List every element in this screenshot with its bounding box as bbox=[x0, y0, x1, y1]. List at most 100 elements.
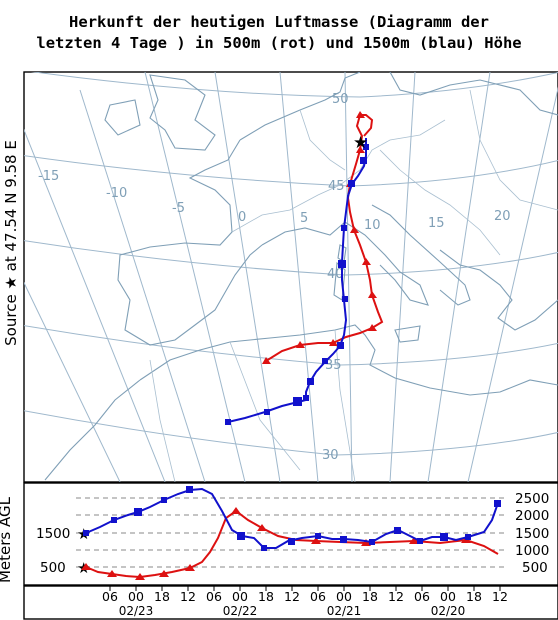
longitude-line-25 bbox=[467, 86, 558, 482]
height-500m-marker bbox=[159, 570, 169, 577]
height-1500m-marker bbox=[288, 538, 295, 545]
trajectory-1500m-marker bbox=[342, 296, 348, 302]
height-tick-1500: 1500 bbox=[515, 526, 549, 542]
time-tick-label: 12 bbox=[388, 589, 404, 604]
trajectory-500m-marker bbox=[356, 146, 365, 153]
lat-label-45: 45 bbox=[328, 179, 345, 194]
time-tick-label: 00 bbox=[440, 589, 456, 604]
latitude-line-45 bbox=[24, 155, 558, 187]
latitude-gridlines bbox=[24, 72, 558, 456]
source-height-500: 500 bbox=[40, 560, 66, 576]
trajectory-1500m-marker bbox=[307, 378, 314, 385]
lat-label-40: 40 bbox=[327, 267, 344, 282]
lon-label-15: 15 bbox=[428, 216, 445, 231]
date-label: 02/21 bbox=[327, 604, 362, 618]
trajectory-500m bbox=[262, 111, 384, 364]
trajectory-1500m-marker bbox=[322, 358, 328, 364]
height-1500m-marker bbox=[134, 508, 142, 516]
height-1500m-marker bbox=[237, 532, 245, 540]
lon-label-0: 0 bbox=[238, 210, 246, 225]
height-1500m-marker bbox=[261, 545, 267, 551]
latitude-line-30 bbox=[24, 410, 558, 456]
coast-north-africa bbox=[139, 324, 558, 396]
trajectory-500m-line bbox=[265, 114, 384, 362]
height-left-marks: 1500 500 ★ ★ bbox=[36, 525, 90, 577]
time-tick-label: 00 bbox=[336, 589, 352, 604]
height-panel: 2500 2000 1500 1000 500 1500 500 ★ ★ bbox=[23, 482, 558, 586]
trajectory-1500m-marker bbox=[338, 260, 346, 268]
trajectory-500m-marker bbox=[368, 291, 377, 298]
title-line-1: Herkunft der heutigen Luftmasse (Diagram… bbox=[69, 13, 489, 31]
longitude-line-m15 bbox=[24, 128, 166, 482]
title-line-2: letzten 4 Tage ) in 500m (rot) und 1500m… bbox=[36, 34, 522, 52]
lon-label-20: 20 bbox=[494, 209, 511, 224]
trajectory-1500m-marker bbox=[293, 397, 302, 406]
height-tick-2500: 2500 bbox=[515, 491, 549, 507]
border-pyrenees-alps bbox=[231, 119, 446, 233]
lat-label-30: 30 bbox=[322, 448, 339, 463]
trajectory-1500m-marker bbox=[225, 419, 231, 425]
height-1500m-marker bbox=[369, 539, 375, 545]
border-algeria-morocco bbox=[149, 359, 176, 482]
coast-balkans bbox=[439, 249, 558, 331]
coastlines bbox=[44, 72, 558, 481]
trajectory-1500m-marker bbox=[348, 180, 355, 187]
latitude-line-50 bbox=[30, 72, 558, 98]
height-1500m-marker bbox=[340, 536, 347, 543]
trajectory-500m-marker bbox=[350, 226, 359, 233]
time-tick-label: 06 bbox=[102, 589, 118, 604]
time-tick-label: 06 bbox=[310, 589, 326, 604]
lat-label-35: 35 bbox=[325, 358, 342, 373]
longitude-line-m10 bbox=[79, 89, 206, 482]
height-500m-marker bbox=[107, 570, 117, 577]
height-1500m-marker bbox=[494, 500, 501, 507]
coast-adriatic bbox=[371, 204, 471, 306]
lon-label-5: 5 bbox=[300, 211, 308, 226]
coast-great-britain bbox=[149, 74, 216, 151]
height-500m-marker bbox=[185, 564, 195, 571]
map-frame bbox=[23, 71, 558, 483]
lon-label-m5: -5 bbox=[172, 201, 185, 216]
latitude-line-40 bbox=[24, 240, 558, 276]
coast-italy-west bbox=[261, 221, 429, 306]
longitude-line-10 bbox=[344, 72, 353, 482]
height-tick-1000: 1000 bbox=[515, 543, 549, 559]
chart-title: Herkunft der heutigen Luftmasse (Diagram… bbox=[0, 12, 558, 54]
trajectory-500m-marker bbox=[356, 111, 365, 118]
lon-label-m10: -10 bbox=[106, 186, 127, 201]
date-label: 02/23 bbox=[119, 604, 154, 618]
border-central-europe bbox=[379, 149, 501, 256]
time-axis-frame bbox=[23, 585, 558, 620]
coast-morocco bbox=[44, 379, 141, 481]
grid-labels: 50 45 40 35 30 -15 -10 -5 0 5 10 15 20 bbox=[38, 92, 511, 463]
height-500m-marker bbox=[257, 524, 267, 531]
trajectory-500m-marker bbox=[362, 258, 371, 265]
border-algeria-south bbox=[229, 341, 301, 471]
height-1500m-marker bbox=[315, 533, 321, 539]
trajectory-1500m-marker bbox=[303, 395, 309, 401]
height-500m-marker bbox=[231, 507, 241, 514]
time-tick-label: 18 bbox=[362, 589, 378, 604]
time-tick-label: 12 bbox=[284, 589, 300, 604]
height-1500m-marker bbox=[161, 497, 167, 503]
height-1500m-marker bbox=[440, 533, 448, 541]
height-1500m-marker bbox=[186, 486, 193, 493]
coast-baltic bbox=[389, 72, 558, 116]
source-height-1500: 1500 bbox=[36, 526, 70, 542]
time-tick-labels: 06 00 18 12 06 00 18 12 06 00 18 12 06 0… bbox=[102, 589, 508, 618]
time-tick-label: 00 bbox=[128, 589, 144, 604]
source-star-icon: ★ bbox=[353, 133, 368, 153]
height-1500m-marker bbox=[111, 517, 117, 523]
coast-ireland bbox=[104, 99, 141, 136]
lon-label-m15: -15 bbox=[38, 169, 59, 184]
height-1500m-marker bbox=[417, 538, 423, 544]
height-1500m-marker bbox=[83, 530, 89, 536]
height-tick-2000: 2000 bbox=[515, 508, 549, 524]
lon-label-10: 10 bbox=[364, 218, 381, 233]
date-label: 02/22 bbox=[223, 604, 258, 618]
coast-north-sea bbox=[239, 72, 361, 141]
trajectory-500m-marker bbox=[368, 324, 377, 331]
time-axis-ticks bbox=[109, 586, 501, 591]
height-gridlines bbox=[76, 497, 508, 568]
height-right-ticks: 2500 2000 1500 1000 500 bbox=[515, 491, 549, 576]
